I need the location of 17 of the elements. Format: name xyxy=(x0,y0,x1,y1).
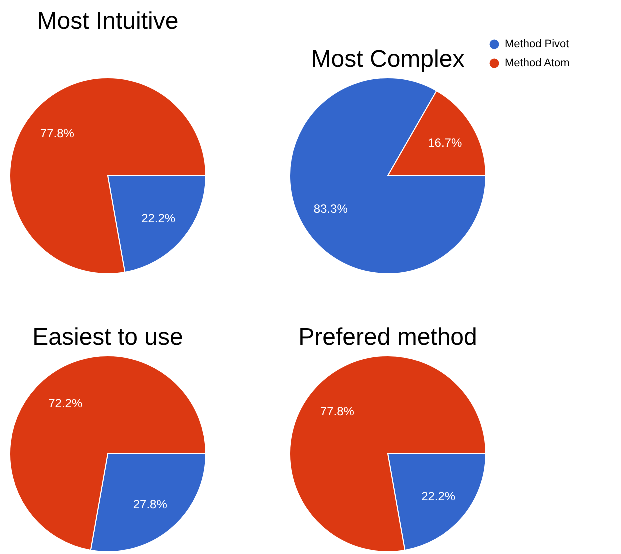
data-label: 22.2% xyxy=(422,489,456,504)
data-label: 77.8% xyxy=(320,404,355,419)
pie-slice xyxy=(10,78,206,274)
chart-title: Easiest to use xyxy=(32,324,184,351)
data-label: 77.8% xyxy=(40,126,75,141)
chart-title: Most Intuitive xyxy=(37,8,179,35)
data-label: 16.7% xyxy=(428,136,462,150)
data-label: 22.2% xyxy=(142,211,176,226)
legend-label: Method Pivot xyxy=(505,38,570,50)
pie-slice xyxy=(10,356,206,551)
pie-slice xyxy=(290,78,486,274)
chart-title: Most Complex xyxy=(311,46,465,73)
data-label: 27.8% xyxy=(133,498,168,512)
data-label: 83.3% xyxy=(314,202,348,216)
chart-title: Prefered method xyxy=(298,324,478,351)
data-label: 72.2% xyxy=(48,396,83,410)
legend-label: Method Atom xyxy=(505,58,570,70)
